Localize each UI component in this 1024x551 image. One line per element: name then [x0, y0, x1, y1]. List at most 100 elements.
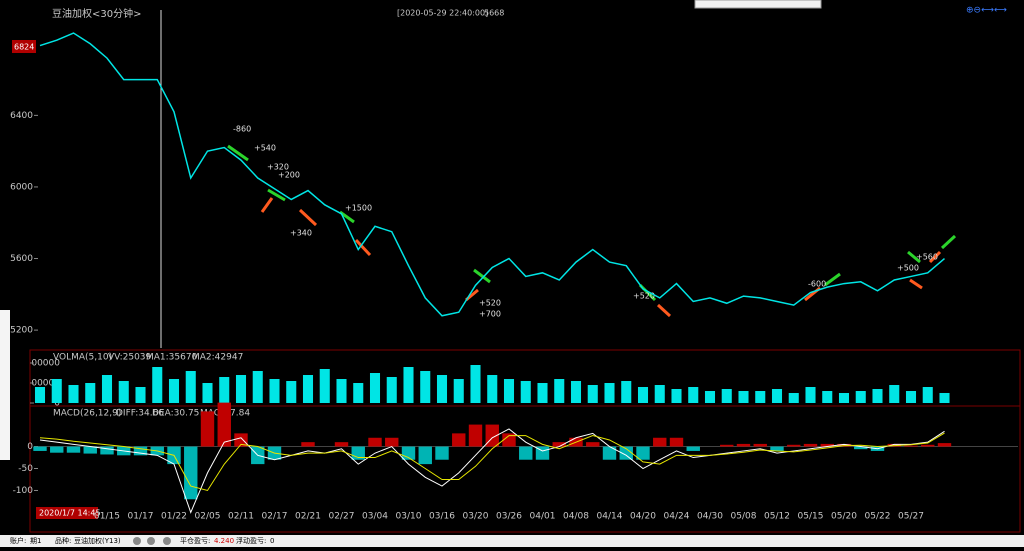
macd-bar: [83, 446, 97, 454]
floating-pl: 0: [270, 537, 274, 545]
x-tick-label: 02/27: [329, 512, 355, 522]
macd-bar: [636, 446, 650, 460]
macd-bar: [368, 437, 382, 447]
trade-label: +520: [479, 299, 501, 308]
macd-bar: [552, 442, 566, 447]
volume-bar: [520, 381, 531, 403]
macd-bar: [820, 443, 834, 447]
macd-bar: [418, 446, 432, 465]
x-tick-label: 01/17: [128, 512, 154, 522]
time-marker: 2020/1/7 14:45: [39, 509, 101, 518]
volume-bar: [34, 387, 46, 403]
macd-bar: [519, 446, 533, 460]
trade-label: +700: [479, 310, 501, 319]
macd-bar: [217, 402, 231, 447]
volume-bar: [487, 375, 498, 403]
macd-bar: [133, 446, 148, 456]
price-marker: 6824: [14, 43, 34, 52]
volume-bar: [872, 389, 883, 403]
y-tick-label: 5200: [10, 326, 33, 336]
macd-bar: [720, 444, 734, 447]
macd-bar: [200, 411, 215, 447]
status-items: 账户: 期1 品种: 豆油加权(Y13) 平仓盈亏: 4.240 浮动盈亏: 0: [10, 536, 274, 545]
volume-bar: [721, 389, 732, 403]
macd-bar: [586, 442, 600, 447]
volume-bar: [570, 381, 582, 403]
closed-pl: 4.240: [214, 537, 234, 545]
plus-button[interactable]: [147, 537, 155, 545]
minus-button[interactable]: [133, 537, 141, 545]
volume-indicator: MA2:42947: [192, 353, 243, 363]
x-tick-label: 03/10: [396, 512, 422, 522]
macd-title: MACD(26,12,9): [53, 409, 121, 419]
zoom-icons[interactable]: ⊕⊖⟷⟷: [966, 6, 1007, 16]
volume-bar: [386, 377, 397, 403]
macd-bar: [385, 437, 399, 447]
trade-label: +1500: [345, 204, 372, 213]
volume-bar: [453, 379, 464, 403]
volume-bar: [503, 379, 515, 403]
x-tick-label: 04/01: [530, 512, 556, 522]
volume-indicator: VV:25039: [108, 353, 152, 363]
volume-bar: [436, 375, 448, 403]
volume-bar: [51, 379, 62, 403]
volume-bar: [202, 383, 213, 403]
volume-bar: [319, 369, 330, 403]
volume-bar: [336, 379, 347, 403]
volume-bar: [286, 381, 297, 403]
status-bar: [0, 535, 1024, 547]
trade-label: +200: [278, 171, 300, 180]
x-tick-label: 01/22: [161, 512, 187, 522]
side-toolbar[interactable]: [0, 310, 10, 460]
volume-bar: [755, 391, 766, 403]
volume-bar: [621, 381, 632, 403]
macd-bar: [653, 437, 667, 447]
symbol-select[interactable]: 豆油加权(Y13): [74, 536, 121, 545]
y-tick-label: 00000: [31, 359, 60, 369]
account-select[interactable]: 期1: [30, 537, 41, 545]
x-tick-label: 04/24: [664, 512, 690, 522]
macd-bar: [234, 433, 248, 447]
x-tick-label: 05/22: [865, 512, 891, 522]
status-label: 平仓盈亏:: [180, 536, 210, 545]
x-tick-label: 04/20: [630, 512, 656, 522]
x-tick-label: 04/14: [597, 512, 623, 522]
status-label: 品种:: [55, 536, 71, 545]
macd-indicator: DEA:30.75: [152, 409, 199, 419]
volume-bar: [688, 387, 699, 403]
trade-label: +320: [267, 163, 289, 172]
macd-bar: [301, 442, 315, 447]
macd-bar: [854, 446, 868, 450]
volume-bar: [637, 387, 649, 403]
x-tick-label: 05/12: [764, 512, 790, 522]
macd-bar: [66, 446, 81, 453]
volume-bar: [168, 379, 180, 403]
macd-bar: [602, 446, 617, 460]
volume-bar: [771, 389, 783, 403]
macd-bar: [435, 446, 449, 460]
x-tick-label: 02/11: [228, 512, 254, 522]
volume-bar: [403, 367, 414, 403]
volume-bar: [420, 371, 431, 403]
volume-bar: [838, 393, 850, 403]
macd-bar: [803, 443, 818, 447]
volume-bar: [68, 385, 79, 403]
volume-bar: [855, 391, 866, 403]
price-line: [39, 32, 945, 317]
top-toolbar[interactable]: [694, 0, 822, 9]
x-tick-label: 02/17: [262, 512, 288, 522]
volume-bar: [152, 367, 163, 403]
macd-bar: [921, 444, 935, 447]
macd-bar: [669, 437, 684, 447]
last-price: 5668: [484, 9, 504, 18]
volume-bar: [905, 391, 917, 403]
volume-bar: [604, 383, 615, 403]
view-button[interactable]: [163, 537, 171, 545]
status-label: 账户:: [10, 536, 26, 545]
macd-bar: [502, 433, 516, 447]
volume-bar: [219, 377, 230, 403]
y-tick-label: 00000: [31, 379, 60, 389]
macd-bar: [468, 424, 483, 447]
x-tick-label: 03/26: [496, 512, 522, 522]
